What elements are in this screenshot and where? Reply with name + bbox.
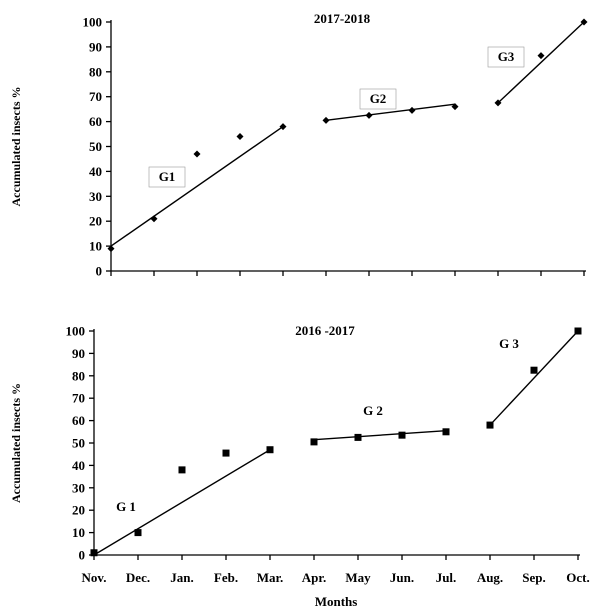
x-tick-label: Oct.	[566, 570, 589, 585]
data-point	[408, 106, 416, 114]
x-tick-label: Jun.	[390, 570, 414, 585]
x-tick-label: Sep.	[522, 570, 545, 585]
data-point	[279, 123, 287, 131]
y-tick-label: 30	[72, 480, 85, 495]
x-axis-label: Months	[315, 594, 358, 609]
data-point	[574, 327, 582, 335]
x-tick-label: Feb.	[214, 570, 238, 585]
x-tick-label: Mar.	[257, 570, 284, 585]
data-point	[107, 245, 115, 253]
x-tick-label: Jul.	[436, 570, 457, 585]
y-tick-label: 60	[89, 114, 102, 129]
group-label-box	[487, 46, 525, 68]
data-point	[178, 466, 186, 474]
data-point	[537, 52, 545, 60]
data-point	[451, 103, 459, 111]
y-axis-label: Accumulated insects %	[9, 87, 23, 207]
data-point	[442, 428, 450, 436]
data-point	[236, 133, 244, 141]
group-label: G2	[370, 91, 387, 106]
data-point	[494, 99, 502, 107]
y-tick-label: 70	[72, 391, 85, 406]
x-tick-label: Jan.	[170, 570, 193, 585]
data-point	[222, 449, 230, 457]
y-tick-label: 100	[66, 324, 86, 339]
y-tick-label: 80	[72, 368, 85, 383]
y-tick-label: 100	[83, 15, 103, 30]
data-point	[90, 549, 98, 557]
trend-line-g3	[497, 21, 585, 104]
y-tick-label: 20	[89, 214, 102, 229]
group-label-box	[148, 166, 186, 188]
y-tick-label: 40	[72, 458, 85, 473]
y-tick-label: 0	[79, 548, 86, 563]
y-tick-label: 10	[89, 239, 102, 254]
data-point	[354, 433, 362, 441]
y-tick-label: 0	[96, 264, 103, 279]
chart-1: 0 10 20 30 40 50 60 70 80 90 100 2017-2018 Accumulat…	[9, 11, 588, 279]
data-point	[486, 421, 494, 429]
x-tick-label: May	[345, 570, 371, 585]
data-point	[322, 116, 330, 124]
y-tick-label: 30	[89, 189, 102, 204]
x-tick-label: Aug.	[477, 570, 503, 585]
group-label: G 3	[499, 336, 519, 351]
trend-line-g2	[313, 429, 447, 441]
y-tick-label: 90	[89, 39, 102, 54]
data-point	[580, 18, 588, 26]
data-point	[530, 366, 538, 374]
data-point	[193, 150, 201, 158]
y-tick-label: 50	[72, 436, 85, 451]
data-point	[150, 215, 158, 223]
trend-line-g3	[489, 330, 579, 426]
group-label: G3	[498, 49, 515, 64]
trend-line-g2	[325, 103, 456, 122]
y-tick-label: 10	[72, 525, 85, 540]
data-point	[134, 529, 142, 537]
chart-2: 0 10 20 30 40 50 60 70 80 90 100 Nov. Dec. Jan. Feb. Ma…	[9, 323, 590, 609]
group-label: G1	[159, 169, 176, 184]
x-tick-label: Dec.	[126, 570, 150, 585]
chart-title: 2017-2018	[314, 11, 371, 26]
y-tick-label: 20	[72, 503, 85, 518]
trend-line-g1	[110, 126, 284, 247]
y-tick-label: 60	[72, 413, 85, 428]
x-tick-label: Nov.	[82, 570, 107, 585]
data-point	[266, 446, 274, 454]
data-point	[365, 111, 373, 119]
group-label: G 2	[363, 403, 383, 418]
chart-title: 2016 -2017	[295, 323, 355, 338]
y-tick-label: 80	[89, 64, 102, 79]
data-point	[310, 438, 318, 446]
y-tick-label: 90	[72, 346, 85, 361]
y-axis-label: Accumulated insects %	[9, 383, 23, 503]
trend-line-g1	[93, 449, 271, 556]
group-label-box	[359, 88, 397, 110]
data-point	[398, 431, 406, 439]
x-tick-label: Apr.	[302, 570, 326, 585]
y-tick-label: 50	[89, 139, 102, 154]
y-tick-label: 40	[89, 164, 102, 179]
y-tick-label: 70	[89, 89, 102, 104]
group-label: G 1	[116, 499, 136, 514]
